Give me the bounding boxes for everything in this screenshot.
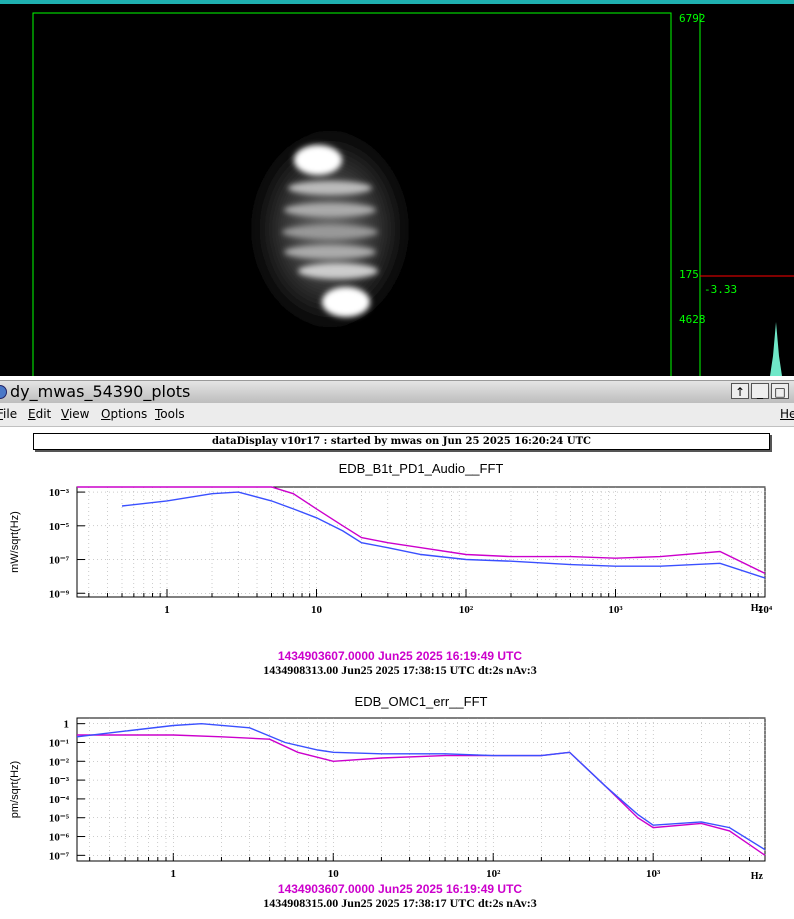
menu-view[interactable]: View (61, 407, 90, 421)
menu-bar: File Edit View Options Tools He (0, 403, 794, 427)
y-tick-label: 10⁻⁹ (49, 588, 70, 600)
y-tick-label: 10⁻² (49, 756, 70, 768)
x-tick-label: 10 (311, 604, 323, 616)
spectrum-plots: EDB_B1t_PD1_Audio__FFT 1 10 10² 10³ 10⁴ 10⁻³ 10… (9, 461, 773, 910)
profile-mid-label: 175 (679, 268, 699, 281)
y-tick-label: 10⁻³ (49, 487, 70, 499)
chart-title: EDB_OMC1_err__FFT (355, 694, 488, 709)
x-tick-label: 1 (164, 604, 170, 616)
x-tick-label: 10² (486, 868, 501, 880)
y-tick-label: 10⁻⁷ (49, 555, 70, 567)
cursor-value-label: -3.33 (704, 283, 738, 296)
app-icon (0, 385, 7, 399)
reference-timestamp: 1434903607.0000 Jun25 2025 16:19:49 UTC (278, 649, 523, 663)
menu-help[interactable]: He (780, 407, 794, 421)
live-timestamp: 1434908315.00 Jun25 2025 17:38:17 UTC dt… (263, 896, 536, 910)
beam-spot (252, 129, 408, 329)
x-tick-label: 10 (328, 868, 340, 880)
x-tick-label: 10³ (646, 868, 661, 880)
y-axis-label: mW/sqrt(Hz) (9, 511, 21, 573)
y-tick-label: 10⁻¹ (49, 737, 69, 749)
x-axis-label: Hz (751, 603, 764, 614)
minimize-button[interactable]: _ (751, 383, 769, 399)
plot-frame (76, 486, 766, 598)
camera-view (32, 12, 794, 376)
camera-roi-box (32, 12, 672, 376)
chart-title: EDB_B1t_PD1_Audio__FFT (339, 461, 504, 476)
series-line (121, 491, 766, 579)
menu-edit[interactable]: Edit (28, 407, 52, 421)
live-timestamp: 1434908313.00 Jun25 2025 17:38:15 UTC dt… (263, 663, 536, 677)
y-tick-label: 10⁻⁶ (49, 832, 70, 844)
hist-max-label: 4628 (679, 313, 706, 326)
y-tick-label: 10⁻⁴ (49, 794, 70, 806)
x-tick-label: 10⁴ (758, 604, 773, 616)
window-titlebar[interactable]: dy_mwas_54390_plots ↑ _ □ (0, 380, 794, 404)
y-tick-label: 10⁻⁵ (49, 521, 70, 533)
menu-tools[interactable]: Tools (155, 407, 185, 421)
x-axis-label: Hz (751, 871, 764, 882)
histogram-peak (770, 322, 782, 376)
maximize-button[interactable]: □ (771, 383, 789, 399)
y-tick-label: 10⁻⁷ (49, 850, 70, 862)
y-tick-label: 10⁻³ (49, 775, 70, 787)
camera-image-panel: 6792 175 -3.33 4628 (0, 4, 794, 376)
plot-frame (76, 717, 766, 862)
menu-file[interactable]: File (0, 407, 18, 421)
series-line (76, 722, 766, 851)
menu-options[interactable]: Options (101, 407, 148, 421)
top-accent-bar (0, 0, 794, 4)
x-tick-label: 1 (171, 868, 177, 880)
status-banner: dataDisplay v10r17 : started by mwas on … (33, 433, 770, 450)
y-tick-label: 10⁻⁵ (49, 813, 70, 825)
x-tick-label: 10² (459, 604, 474, 616)
y-tick-label: 1 (64, 719, 70, 731)
profile-max-label: 6792 (679, 12, 706, 25)
window-title: dy_mwas_54390_plots (10, 382, 191, 401)
y-axis-label: pm/sqrt(Hz) (9, 761, 21, 818)
raise-button[interactable]: ↑ (731, 383, 749, 399)
reference-timestamp: 1434903607.0000 Jun25 2025 16:19:49 UTC (278, 882, 523, 896)
series-line (77, 486, 766, 575)
x-tick-label: 10³ (608, 604, 623, 616)
